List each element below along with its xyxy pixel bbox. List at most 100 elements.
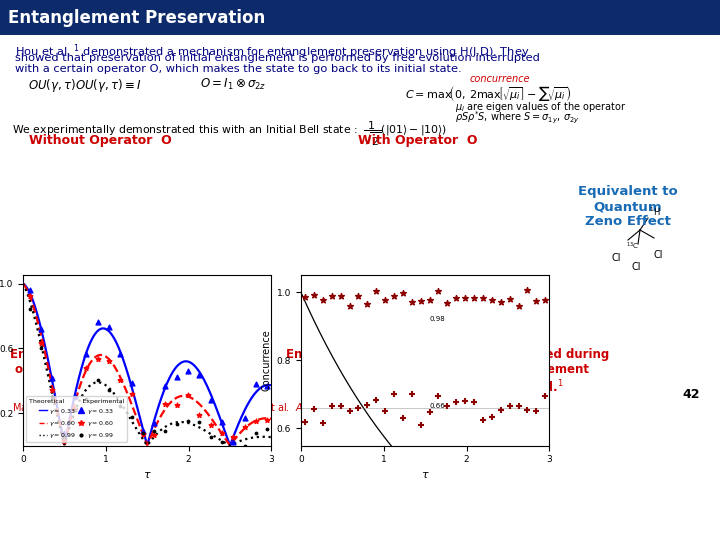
Point — [35, 325, 47, 333]
Point — [261, 416, 273, 424]
Point — [228, 446, 239, 455]
Point — [451, 294, 462, 302]
Point — [522, 406, 534, 414]
Point — [126, 389, 138, 398]
Point — [388, 292, 400, 301]
Point — [216, 417, 228, 426]
Point — [424, 296, 436, 305]
Point — [114, 376, 126, 384]
Point — [126, 413, 138, 421]
Text: 0.66: 0.66 — [430, 403, 446, 409]
Point — [251, 380, 262, 388]
Point — [171, 400, 183, 409]
Text: Entanglement (concurrence) is preserved during
Evolution. This confirms the Enta: Entanglement (concurrence) is preserved … — [287, 348, 610, 399]
Point — [308, 291, 320, 299]
Point — [137, 429, 148, 437]
Point — [171, 420, 183, 428]
Point — [486, 296, 498, 305]
Point — [477, 415, 489, 424]
Point — [137, 430, 148, 438]
Point — [239, 414, 251, 422]
Point — [433, 286, 444, 295]
X-axis label: $\tau$: $\tau$ — [420, 470, 430, 480]
Point — [24, 286, 35, 294]
Point — [69, 406, 81, 414]
Point — [317, 295, 328, 304]
Point — [317, 419, 328, 428]
Point — [137, 427, 148, 436]
Point — [353, 404, 364, 413]
Point — [300, 292, 311, 301]
Point — [335, 291, 346, 300]
Point — [47, 373, 58, 382]
Text: showed that preservation of initial entanglement is performed by free evolution : showed that preservation of initial enta… — [15, 53, 540, 63]
Point — [371, 287, 382, 295]
Point — [513, 302, 524, 310]
Point — [468, 294, 480, 302]
Point — [459, 294, 471, 302]
Point — [205, 396, 217, 404]
Point — [69, 404, 81, 413]
Point — [459, 396, 471, 405]
Point — [58, 428, 69, 437]
Point — [228, 437, 239, 446]
Point — [182, 367, 194, 376]
Point — [171, 373, 183, 382]
Point — [495, 405, 506, 414]
Point — [58, 437, 69, 445]
Point — [379, 407, 391, 415]
Legend: $\gamma=0.33$, $\gamma=0.60$, $\gamma=0.99$, $\gamma=0.33$, $\gamma=0.60$, $\gam: $\gamma=0.33$, $\gamma=0.60$, $\gamma=0.… — [26, 396, 127, 442]
Point — [361, 300, 373, 308]
Point — [353, 292, 364, 301]
Text: $\rho S\rho^{*}S$, where $S=\sigma_{1y},\,\sigma_{2y}$: $\rho S\rho^{*}S$, where $S=\sigma_{1y},… — [455, 110, 580, 126]
Point — [81, 350, 92, 359]
Text: $^{13}$C: $^{13}$C — [626, 241, 639, 252]
Point — [182, 417, 194, 426]
Point — [504, 401, 516, 410]
Point — [216, 438, 228, 447]
Point — [308, 404, 320, 413]
Point — [194, 371, 205, 380]
Point — [397, 414, 409, 422]
Point — [388, 390, 400, 399]
Point — [495, 298, 506, 306]
Point — [69, 392, 81, 400]
Text: Cl: Cl — [632, 262, 642, 272]
Point — [92, 318, 104, 326]
Point — [148, 419, 160, 428]
Point — [103, 386, 114, 394]
Point — [415, 297, 426, 306]
Y-axis label: Concurrence: Concurrence — [261, 329, 271, 392]
Point — [424, 408, 436, 416]
Point — [103, 356, 114, 365]
Point — [194, 411, 205, 420]
Text: 42: 42 — [683, 388, 700, 401]
Point — [24, 305, 35, 313]
Point — [379, 296, 391, 305]
Point — [126, 379, 138, 388]
Text: Hou et al. $^{1}$ demonstrated a mechanism for entanglement preservation using H: Hou et al. $^{1}$ demonstrated a mechani… — [15, 42, 529, 60]
Text: Cl: Cl — [654, 250, 664, 260]
Point — [251, 428, 262, 437]
Point — [47, 386, 58, 395]
Point — [415, 421, 426, 429]
Point — [468, 397, 480, 406]
Point — [300, 417, 311, 426]
Point — [433, 392, 444, 401]
Point — [486, 412, 498, 421]
X-axis label: $\tau$: $\tau$ — [143, 470, 152, 480]
Point — [24, 291, 35, 300]
Point — [361, 401, 373, 409]
Point — [148, 427, 160, 436]
Point — [261, 382, 273, 390]
Text: $C = \max\!\left(0,\,2\max\!\left[\sqrt{\mu_i}\right] - \sum\!\sqrt{\mu_i}\right: $C = \max\!\left(0,\,2\max\!\left[\sqrt{… — [405, 84, 572, 103]
Point — [441, 402, 453, 410]
Point — [239, 442, 251, 450]
Point — [522, 286, 534, 295]
Point — [477, 294, 489, 302]
Point — [344, 407, 356, 416]
Point — [103, 322, 114, 331]
Text: Entanglement Preservation: Entanglement Preservation — [8, 9, 265, 27]
Point — [335, 402, 346, 410]
Point — [47, 393, 58, 402]
